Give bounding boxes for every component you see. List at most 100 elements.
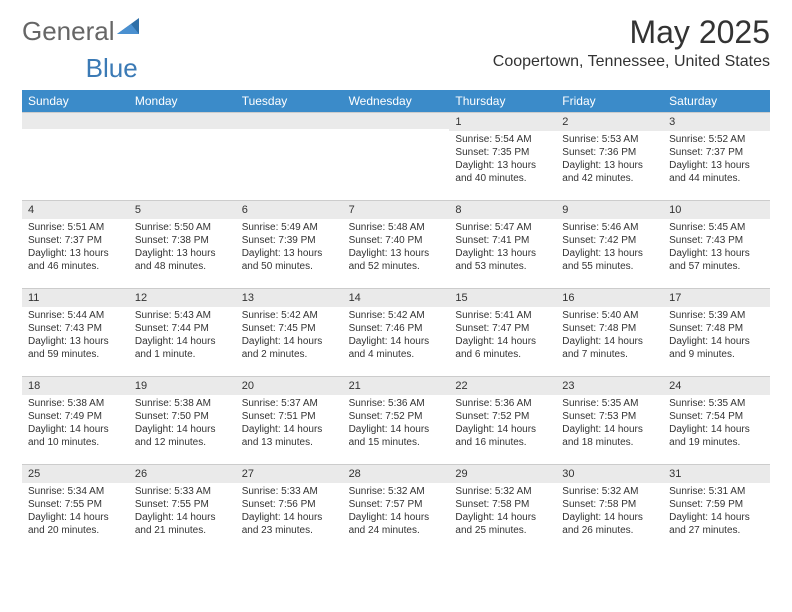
day-number: 21 bbox=[343, 377, 450, 395]
day-details: Sunrise: 5:40 AMSunset: 7:48 PMDaylight:… bbox=[556, 307, 663, 365]
day-details: Sunrise: 5:34 AMSunset: 7:55 PMDaylight:… bbox=[22, 483, 129, 541]
sunset-line: Sunset: 7:52 PM bbox=[349, 410, 444, 423]
sunrise-line: Sunrise: 5:52 AM bbox=[669, 133, 764, 146]
day-number: 12 bbox=[129, 289, 236, 307]
calendar-cell: 30Sunrise: 5:32 AMSunset: 7:58 PMDayligh… bbox=[556, 464, 663, 552]
month-title: May 2025 bbox=[493, 14, 770, 51]
sunset-line: Sunset: 7:54 PM bbox=[669, 410, 764, 423]
day-details: Sunrise: 5:51 AMSunset: 7:37 PMDaylight:… bbox=[22, 219, 129, 277]
daylight-line: Daylight: 14 hours and 26 minutes. bbox=[562, 511, 657, 537]
daylight-line: Daylight: 13 hours and 42 minutes. bbox=[562, 159, 657, 185]
sunset-line: Sunset: 7:43 PM bbox=[28, 322, 123, 335]
daylight-line: Daylight: 14 hours and 1 minute. bbox=[135, 335, 230, 361]
day-number: 4 bbox=[22, 201, 129, 219]
sunrise-line: Sunrise: 5:33 AM bbox=[242, 485, 337, 498]
sunrise-line: Sunrise: 5:49 AM bbox=[242, 221, 337, 234]
sunset-line: Sunset: 7:48 PM bbox=[562, 322, 657, 335]
daylight-line: Daylight: 14 hours and 27 minutes. bbox=[669, 511, 764, 537]
sunset-line: Sunset: 7:55 PM bbox=[28, 498, 123, 511]
day-number: 1 bbox=[449, 113, 556, 131]
daylight-line: Daylight: 13 hours and 40 minutes. bbox=[455, 159, 550, 185]
calendar-cell: 31Sunrise: 5:31 AMSunset: 7:59 PMDayligh… bbox=[663, 464, 770, 552]
weekday-header: Thursday bbox=[449, 90, 556, 112]
sunset-line: Sunset: 7:36 PM bbox=[562, 146, 657, 159]
sunrise-line: Sunrise: 5:36 AM bbox=[455, 397, 550, 410]
calendar-cell: 28Sunrise: 5:32 AMSunset: 7:57 PMDayligh… bbox=[343, 464, 450, 552]
day-details: Sunrise: 5:42 AMSunset: 7:45 PMDaylight:… bbox=[236, 307, 343, 365]
daylight-line: Daylight: 14 hours and 7 minutes. bbox=[562, 335, 657, 361]
calendar-cell: 7Sunrise: 5:48 AMSunset: 7:40 PMDaylight… bbox=[343, 200, 450, 288]
day-number: 7 bbox=[343, 201, 450, 219]
daylight-line: Daylight: 14 hours and 13 minutes. bbox=[242, 423, 337, 449]
daylight-line: Daylight: 14 hours and 18 minutes. bbox=[562, 423, 657, 449]
sunrise-line: Sunrise: 5:31 AM bbox=[669, 485, 764, 498]
day-number: 2 bbox=[556, 113, 663, 131]
day-number: 5 bbox=[129, 201, 236, 219]
sunrise-line: Sunrise: 5:42 AM bbox=[242, 309, 337, 322]
calendar-cell: 22Sunrise: 5:36 AMSunset: 7:52 PMDayligh… bbox=[449, 376, 556, 464]
calendar-cell-empty bbox=[236, 112, 343, 200]
day-number: 22 bbox=[449, 377, 556, 395]
day-number: 13 bbox=[236, 289, 343, 307]
sunrise-line: Sunrise: 5:53 AM bbox=[562, 133, 657, 146]
sunset-line: Sunset: 7:39 PM bbox=[242, 234, 337, 247]
sunset-line: Sunset: 7:37 PM bbox=[28, 234, 123, 247]
day-details: Sunrise: 5:36 AMSunset: 7:52 PMDaylight:… bbox=[343, 395, 450, 453]
sunset-line: Sunset: 7:38 PM bbox=[135, 234, 230, 247]
sunset-line: Sunset: 7:58 PM bbox=[562, 498, 657, 511]
day-details: Sunrise: 5:31 AMSunset: 7:59 PMDaylight:… bbox=[663, 483, 770, 541]
sunset-line: Sunset: 7:49 PM bbox=[28, 410, 123, 423]
weekday-header: Sunday bbox=[22, 90, 129, 112]
daylight-line: Daylight: 14 hours and 15 minutes. bbox=[349, 423, 444, 449]
sunrise-line: Sunrise: 5:43 AM bbox=[135, 309, 230, 322]
calendar-grid: 1Sunrise: 5:54 AMSunset: 7:35 PMDaylight… bbox=[22, 112, 770, 552]
sunset-line: Sunset: 7:45 PM bbox=[242, 322, 337, 335]
day-details: Sunrise: 5:32 AMSunset: 7:57 PMDaylight:… bbox=[343, 483, 450, 541]
day-details: Sunrise: 5:37 AMSunset: 7:51 PMDaylight:… bbox=[236, 395, 343, 453]
calendar-cell: 21Sunrise: 5:36 AMSunset: 7:52 PMDayligh… bbox=[343, 376, 450, 464]
day-details: Sunrise: 5:47 AMSunset: 7:41 PMDaylight:… bbox=[449, 219, 556, 277]
day-details: Sunrise: 5:49 AMSunset: 7:39 PMDaylight:… bbox=[236, 219, 343, 277]
calendar-cell: 5Sunrise: 5:50 AMSunset: 7:38 PMDaylight… bbox=[129, 200, 236, 288]
sunrise-line: Sunrise: 5:42 AM bbox=[349, 309, 444, 322]
day-number: 23 bbox=[556, 377, 663, 395]
weekday-header: Monday bbox=[129, 90, 236, 112]
day-details: Sunrise: 5:52 AMSunset: 7:37 PMDaylight:… bbox=[663, 131, 770, 189]
day-details: Sunrise: 5:32 AMSunset: 7:58 PMDaylight:… bbox=[556, 483, 663, 541]
day-number: 26 bbox=[129, 465, 236, 483]
calendar-cell-empty bbox=[129, 112, 236, 200]
sunrise-line: Sunrise: 5:48 AM bbox=[349, 221, 444, 234]
calendar-cell: 12Sunrise: 5:43 AMSunset: 7:44 PMDayligh… bbox=[129, 288, 236, 376]
sunrise-line: Sunrise: 5:32 AM bbox=[349, 485, 444, 498]
daylight-line: Daylight: 14 hours and 24 minutes. bbox=[349, 511, 444, 537]
calendar-cell: 25Sunrise: 5:34 AMSunset: 7:55 PMDayligh… bbox=[22, 464, 129, 552]
daylight-line: Daylight: 13 hours and 48 minutes. bbox=[135, 247, 230, 273]
logo: General bbox=[22, 14, 139, 47]
sunset-line: Sunset: 7:40 PM bbox=[349, 234, 444, 247]
daylight-line: Daylight: 14 hours and 10 minutes. bbox=[28, 423, 123, 449]
daylight-line: Daylight: 13 hours and 53 minutes. bbox=[455, 247, 550, 273]
sunrise-line: Sunrise: 5:45 AM bbox=[669, 221, 764, 234]
calendar-cell-empty bbox=[343, 112, 450, 200]
day-number: 20 bbox=[236, 377, 343, 395]
sunrise-line: Sunrise: 5:40 AM bbox=[562, 309, 657, 322]
day-details: Sunrise: 5:50 AMSunset: 7:38 PMDaylight:… bbox=[129, 219, 236, 277]
calendar: SundayMondayTuesdayWednesdayThursdayFrid… bbox=[22, 90, 770, 552]
day-number: 19 bbox=[129, 377, 236, 395]
day-number: 24 bbox=[663, 377, 770, 395]
logo-text-2: GeneBlue bbox=[22, 53, 770, 84]
daylight-line: Daylight: 13 hours and 59 minutes. bbox=[28, 335, 123, 361]
calendar-cell: 1Sunrise: 5:54 AMSunset: 7:35 PMDaylight… bbox=[449, 112, 556, 200]
calendar-cell: 6Sunrise: 5:49 AMSunset: 7:39 PMDaylight… bbox=[236, 200, 343, 288]
sunset-line: Sunset: 7:57 PM bbox=[349, 498, 444, 511]
calendar-cell: 20Sunrise: 5:37 AMSunset: 7:51 PMDayligh… bbox=[236, 376, 343, 464]
daylight-line: Daylight: 14 hours and 4 minutes. bbox=[349, 335, 444, 361]
calendar-cell: 29Sunrise: 5:32 AMSunset: 7:58 PMDayligh… bbox=[449, 464, 556, 552]
sunset-line: Sunset: 7:46 PM bbox=[349, 322, 444, 335]
daylight-line: Daylight: 13 hours and 44 minutes. bbox=[669, 159, 764, 185]
day-number: 3 bbox=[663, 113, 770, 131]
day-details: Sunrise: 5:41 AMSunset: 7:47 PMDaylight:… bbox=[449, 307, 556, 365]
sunset-line: Sunset: 7:51 PM bbox=[242, 410, 337, 423]
sunrise-line: Sunrise: 5:39 AM bbox=[669, 309, 764, 322]
sunrise-line: Sunrise: 5:35 AM bbox=[562, 397, 657, 410]
